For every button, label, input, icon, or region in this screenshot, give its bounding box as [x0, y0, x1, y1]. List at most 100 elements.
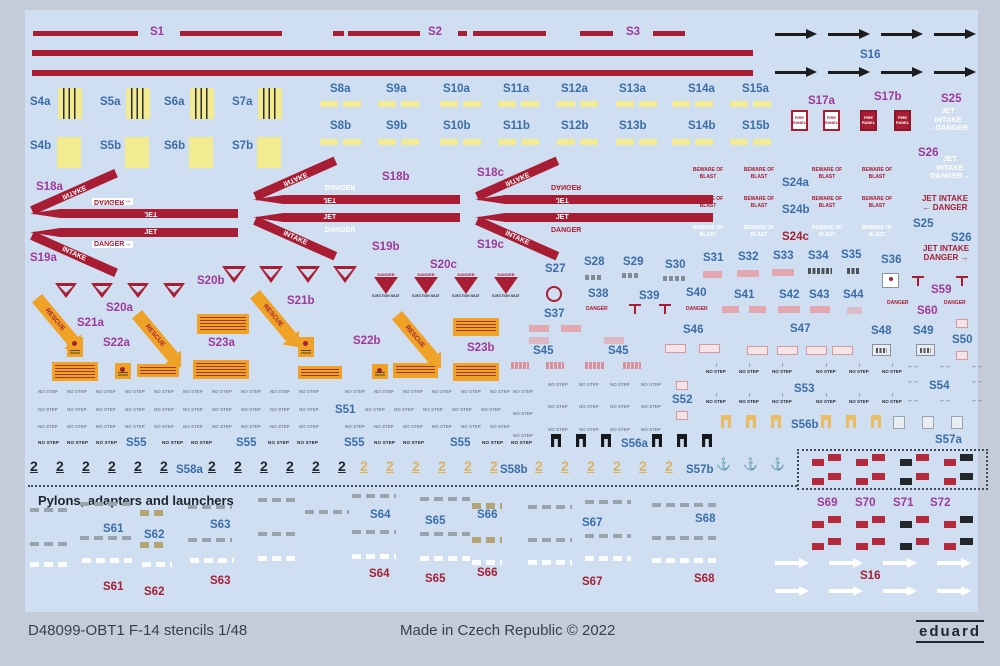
no-step-stencil: NO STEP — [403, 389, 423, 394]
label-s18c: S18c — [477, 167, 504, 179]
dark-stencil — [808, 268, 832, 274]
gray-stencil-cluster — [305, 510, 349, 514]
danger-small-text: DANGER — [887, 300, 909, 306]
gray-stencil-cluster — [652, 503, 716, 507]
intake-text: INTAKE — [282, 230, 309, 247]
no-step-arrow-stencil: NO STEP — [706, 394, 739, 404]
label-s25: S25 — [913, 218, 934, 230]
dotted-outline-box — [797, 449, 988, 490]
dotted-divider — [28, 485, 797, 487]
gray-stencil — [663, 276, 685, 281]
white-stencil-cluster — [190, 558, 234, 563]
beware-decal: BEWARE OF BLAST — [861, 167, 893, 180]
fire-panel-text: FIRE PANEL — [861, 115, 876, 125]
no-step-row: NO STEP NO STEP NO STEP NO STEP NO STEP NO ST… — [345, 424, 519, 429]
yellow-dash — [498, 139, 541, 145]
label-s47: S47 — [790, 323, 811, 335]
label-s11a: S11a — [503, 83, 530, 95]
label-s58a: S58a — [176, 464, 203, 476]
pink-box-stencil — [747, 346, 768, 355]
no-step-bold-row: NO STEP NO STEP — [482, 440, 540, 445]
label-s12b: S12b — [561, 120, 589, 132]
no-step-bold-stencil: NO STEP — [67, 440, 89, 445]
tan-stencil-cluster — [140, 542, 166, 548]
beware-decal-white: BEWARE OF BLAST — [743, 225, 775, 238]
yellow-square — [57, 137, 81, 168]
digit-2-stencil: 2 — [613, 458, 621, 474]
no-step-bold-stencil: NO STEP — [38, 440, 60, 445]
white-stencil-cluster — [142, 562, 172, 567]
pink-stencil — [737, 270, 759, 277]
stripe-segment — [653, 31, 685, 36]
black-arrow-icon — [934, 67, 976, 77]
no-step-stencil: NO STEP — [154, 407, 174, 412]
no-step-stencil: NO STEP — [96, 407, 116, 412]
red-pair-stencil — [856, 538, 885, 551]
jack-point-icon — [821, 415, 831, 428]
gray-stencil-cluster — [188, 538, 232, 542]
dash-stencil: – – — [908, 398, 918, 405]
no-step-row: NO STEP NO STEP NO STEP NO STEP — [548, 382, 672, 387]
no-step-bold-stencil: NO STEP — [403, 440, 425, 445]
white-arrow-icon — [775, 558, 809, 568]
intake-text: INTAKE — [504, 230, 531, 247]
no-step-arrow-stencil: NO STEP — [882, 364, 915, 374]
dash-stencil: – – — [972, 364, 982, 371]
jack-point-icon — [576, 434, 586, 447]
intake-arrow-s18b: JET INTAKE DANGER — [253, 156, 460, 204]
label-s65: S65 — [425, 515, 446, 527]
beware-decal: BEWARE OF BLAST — [743, 196, 775, 209]
label-s26-top: S26 — [918, 147, 939, 159]
stripe-segment — [458, 31, 467, 36]
gray-stencil-cluster — [652, 536, 716, 540]
no-step-stencil: NO STEP — [345, 389, 365, 394]
yellow-dash — [320, 101, 363, 107]
pink-text-stencil — [585, 362, 605, 369]
label-s63: S63 — [210, 519, 231, 531]
mooring-point-icon — [893, 416, 905, 429]
label-s32: S32 — [738, 251, 759, 263]
label-s52: S52 — [672, 394, 693, 406]
striped-square — [258, 88, 282, 119]
digit-2-stencil: 2 — [438, 458, 446, 474]
fire-panel-text: FIRE PANEL — [792, 115, 807, 125]
label-s57a: S57a — [935, 434, 962, 446]
yellow-dash — [378, 101, 421, 107]
pair-row — [812, 538, 973, 551]
label-s55-2: S55 — [236, 437, 257, 449]
label-s67-red: S67 — [582, 576, 603, 588]
ejection-seat-text: EJECTION SEAT — [452, 294, 480, 298]
label-s15a: S15a — [742, 83, 769, 95]
black-red-pair-stencil — [900, 538, 929, 551]
label-s23a: S23a — [208, 337, 235, 349]
orange-placard — [115, 363, 131, 379]
pink-box-stencil — [777, 346, 798, 355]
intake-arrow-s19a: JET INTAKE DANGER→ — [30, 228, 238, 278]
no-step-arrow-stencil: NO STEP — [816, 394, 849, 404]
red-black-pair-stencil — [944, 454, 973, 467]
no-step-stencil: NO STEP — [96, 424, 116, 429]
label-s67: S67 — [582, 517, 603, 529]
no-step-bold-stencil: NO STEP — [96, 440, 118, 445]
label-s66-red: S66 — [477, 567, 498, 579]
digit-2-stencil: 2 — [208, 458, 216, 474]
no-step-stencil: NO STEP — [641, 382, 661, 387]
no-step-stencil: NO STEP — [610, 427, 630, 432]
no-step-stencil: NO STEP — [461, 424, 481, 429]
yellow-dash — [730, 139, 773, 145]
no-step-stencil: NO STEP — [513, 389, 533, 394]
label-s34: S34 — [808, 250, 829, 262]
warning-triangle-icon — [454, 277, 478, 294]
label-s16-red: S16 — [860, 570, 881, 582]
no-step-stencil: NO STEP — [241, 424, 261, 429]
gray-stencil-cluster — [528, 538, 572, 542]
warning-triangle-icon — [163, 283, 185, 298]
label-s24a: S24a — [782, 177, 809, 189]
no-step-stencil: NO STEP — [212, 407, 232, 412]
pink-text-stencil — [623, 362, 641, 369]
no-step-stencil: NO STEP — [374, 424, 394, 429]
red-pair-stencil — [812, 516, 841, 529]
no-step-stencil: NO STEP — [374, 389, 394, 394]
label-s27: S27 — [545, 263, 566, 275]
dash-stencil: – – — [972, 379, 982, 386]
